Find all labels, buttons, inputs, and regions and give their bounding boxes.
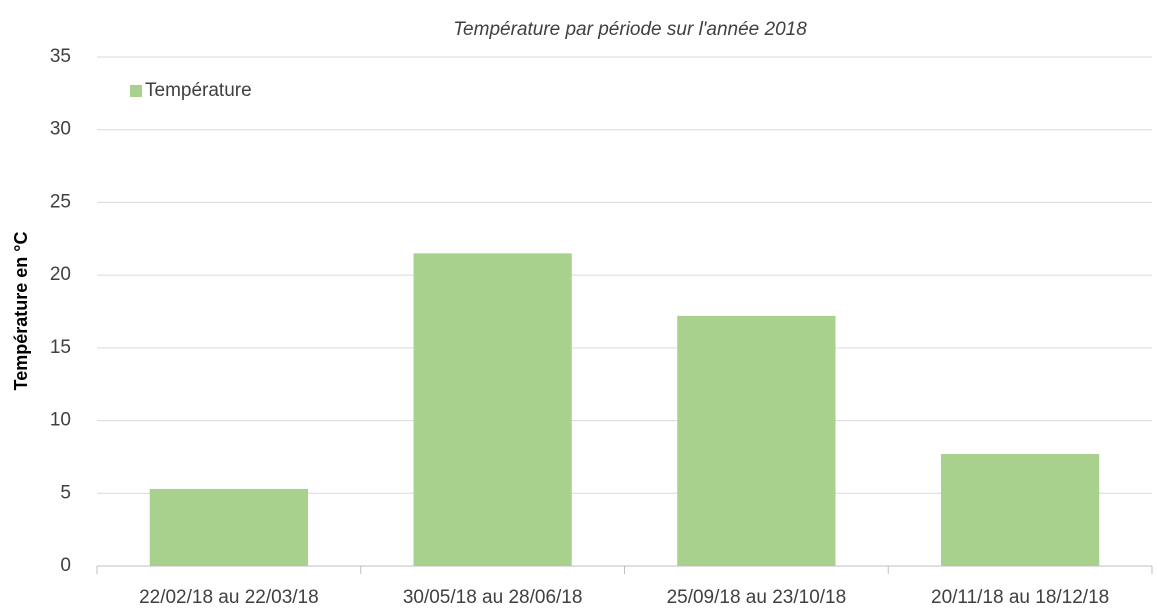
y-tick-label: 20 bbox=[50, 264, 71, 285]
bar bbox=[941, 454, 1100, 566]
x-tick-label: 20/11/18 au 18/12/18 bbox=[931, 587, 1109, 608]
y-tick-label: 30 bbox=[50, 119, 71, 140]
y-tick-label: 5 bbox=[60, 482, 71, 503]
x-tick-label: 25/09/18 au 23/10/18 bbox=[667, 587, 847, 608]
bar bbox=[677, 315, 836, 566]
chart-title: Température par période sur l'année 2018 bbox=[453, 19, 807, 40]
y-tick-label: 35 bbox=[50, 46, 71, 67]
y-tick-label: 10 bbox=[50, 410, 71, 431]
bar bbox=[149, 488, 308, 566]
x-tick-label: 30/05/18 au 28/06/18 bbox=[403, 587, 583, 608]
legend-label: Température bbox=[145, 80, 252, 101]
x-tick-label: 22/02/18 au 22/03/18 bbox=[139, 587, 319, 608]
y-tick-label: 15 bbox=[50, 337, 71, 358]
y-tick-label: 25 bbox=[50, 191, 71, 212]
y-axis-label: Température en °C bbox=[11, 232, 31, 391]
y-tick-label: 0 bbox=[60, 555, 71, 576]
legend-swatch bbox=[130, 85, 142, 97]
bar bbox=[413, 253, 572, 567]
